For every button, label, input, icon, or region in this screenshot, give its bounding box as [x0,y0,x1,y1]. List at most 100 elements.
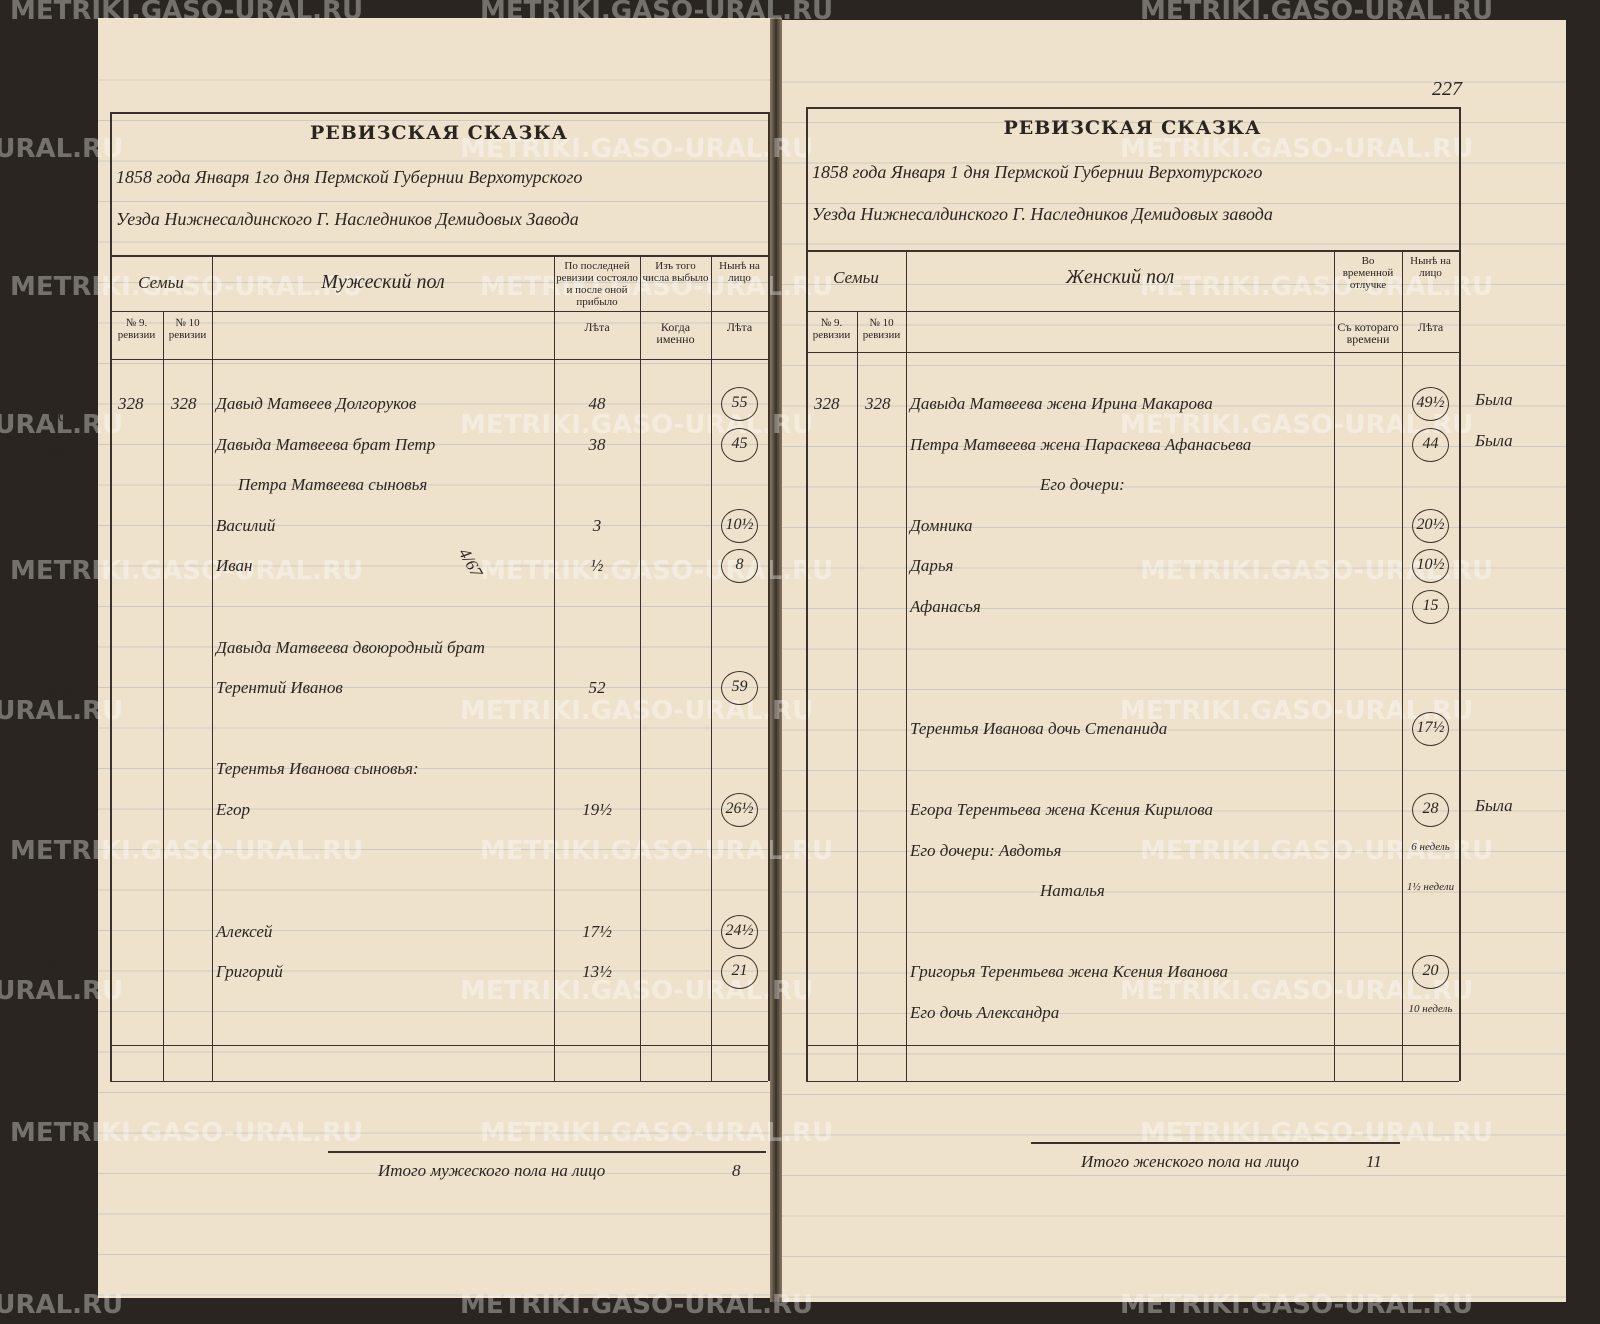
rule [328,1151,766,1153]
person-name: Давыда Матвеева жена Ирина Макарова [910,394,1213,413]
presence-note: Была [1475,796,1513,815]
rule [110,255,768,257]
watermark: METRIKI.GASO-URAL.RU [1140,272,1494,302]
age-circle [721,793,758,827]
revision-10-number: 328 [171,394,197,413]
age-previous: 38 [588,434,606,454]
watermark: METRIKI.GASO-URAL.RU [0,976,124,1006]
age-previous: 52 [588,678,606,698]
column-header: Лѣта [726,320,753,334]
header-line: Уезда Нижнесалдинского Г. Наследников Де… [812,204,1273,224]
person-name: Петра Матвеева сыновья [238,475,428,495]
margin-note: 624 [46,682,78,707]
margin-note: 661 [46,953,78,978]
person-name: Давыда Матвеева брат Петр [216,434,436,454]
person-name: Василий [216,515,276,535]
watermark: METRIKI.GASO-URAL.RU [0,410,124,440]
watermark: METRIKI.GASO-URAL.RU [1140,0,1494,26]
age-previous: 48 [588,394,606,413]
age-circle [1412,711,1449,746]
age-circle [721,914,758,949]
age-circle [721,671,758,706]
watermark: METRIKI.GASO-URAL.RU [480,272,834,302]
rule [1334,250,1336,1081]
age-circle [1412,508,1449,543]
age-circle [1412,955,1449,990]
watermark: METRIKI.GASO-URAL.RU [460,696,814,726]
person-name: Егор [216,800,251,819]
watermark: METRIKI.GASO-URAL.RU [480,1118,834,1148]
rule [110,359,768,361]
rule [640,255,642,1081]
watermark: METRIKI.GASO-URAL.RU [0,1290,124,1320]
rule [806,311,1459,313]
column-header: По последней ревизии состояло и после он… [556,260,638,308]
revision-9-number: 328 [118,394,144,413]
watermark: METRIKI.GASO-URAL.RU [480,556,834,586]
watermark: METRIKI.GASO-URAL.RU [460,134,814,164]
person-name: Давыда Матвеева двоюродный брат [216,637,485,657]
rule [1031,1142,1400,1144]
person-name: Алексей [216,921,273,941]
revision-9-number: 328 [814,394,840,413]
rule [806,352,1459,354]
margin-note: 881 [46,438,78,463]
presence-note: Была [1475,390,1513,409]
rule [110,112,768,114]
watermark: METRIKI.GASO-URAL.RU [10,1118,364,1148]
watermark: METRIKI.GASO-URAL.RU [10,272,364,302]
watermark: METRIKI.GASO-URAL.RU [0,696,124,726]
rule [806,107,808,1081]
rule [212,255,214,1081]
person-name: Его дочери: [1040,475,1125,495]
header-line: 1858 года Января 1го дня Пермской Губерн… [116,167,583,187]
column-header: Семьи [833,268,879,287]
age-previous: 19½ [582,800,612,819]
rule [110,1045,768,1047]
left-page [98,18,770,1298]
total-value: 11 [1366,1152,1382,1171]
column-header: № 9. ревизии [812,317,851,341]
margin-note: 661 [46,403,78,428]
person-name: Его дочери: Авдотья [910,840,1062,860]
watermark: METRIKI.GASO-URAL.RU [460,1290,814,1320]
watermark: METRIKI.GASO-URAL.RU [1120,1290,1474,1320]
total-value: 8 [732,1161,741,1180]
age-previous: 13½ [582,962,612,982]
age-circle [1412,793,1449,827]
rule [768,112,770,1081]
watermark: METRIKI.GASO-URAL.RU [480,0,834,26]
binding [770,18,782,1302]
rule [1402,250,1404,1081]
rule [806,1045,1459,1047]
watermark: METRIKI.GASO-URAL.RU [10,0,364,26]
person-name: Терентья Иванова дочь Степанида [910,718,1168,738]
column-header: Семьи [138,273,184,292]
rule [711,255,713,1081]
rule [857,311,859,1081]
column-header: Изъ того числа выбыло [642,260,709,284]
column-header: Съ котораго времени [1337,320,1399,346]
presence-note: Была [1475,430,1513,450]
rule [806,1081,1459,1083]
revision-10-number: 328 [865,394,891,413]
person-name: Его дочь Александра [910,1003,1060,1022]
column-header: Когда именно [656,320,695,346]
watermark: METRIKI.GASO-URAL.RU [1120,134,1474,164]
rule [163,311,165,1081]
watermark: METRIKI.GASO-URAL.RU [10,556,364,586]
person-name: Петра Матвеева жена Параскева Афанасьева [910,434,1252,454]
rule [554,255,556,1081]
age-previous: 3 [592,515,602,535]
watermark: METRIKI.GASO-URAL.RU [480,836,834,866]
person-name: Афанасья [910,597,981,616]
column-header: Женский пол [1065,266,1175,288]
age-circle [1412,427,1449,462]
age-now: 6 недель [1411,840,1450,853]
watermark: METRIKI.GASO-URAL.RU [0,134,124,164]
age-circle [721,508,758,543]
age-previous: 17½ [582,921,612,941]
rule [110,112,112,1081]
age-circle [721,387,758,421]
total-label: Итого мужеского пола на лицо [378,1161,606,1180]
